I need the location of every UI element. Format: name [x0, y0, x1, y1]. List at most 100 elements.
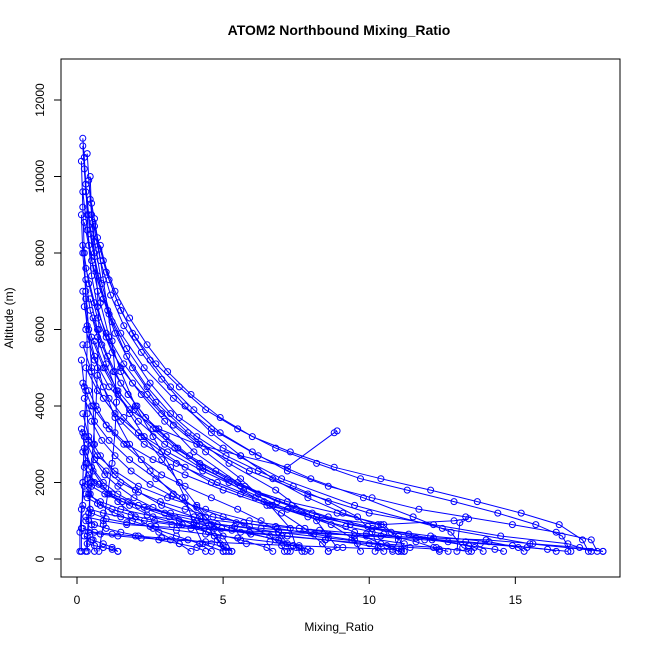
series-line [88, 531, 402, 552]
data-point [473, 498, 481, 506]
data-point [482, 536, 490, 544]
data-point [158, 456, 166, 464]
data-point [140, 517, 148, 525]
data-point [149, 425, 157, 433]
data-point [587, 536, 595, 544]
data-point [143, 341, 151, 349]
x-tick-label: 0 [74, 593, 81, 607]
data-point [365, 509, 373, 517]
data-point [146, 480, 154, 488]
data-point [593, 547, 601, 555]
data-point [156, 498, 164, 506]
data-point [79, 429, 87, 437]
data-point [114, 532, 122, 540]
y-axis-label: Altitude (m) [2, 287, 16, 348]
data-point [80, 482, 88, 490]
data-point [79, 501, 87, 509]
data-point [207, 494, 215, 502]
data-point [129, 379, 136, 387]
data-point [127, 511, 135, 519]
data-point [197, 515, 205, 523]
data-point [412, 538, 420, 546]
data-point [83, 150, 91, 158]
data-point [269, 547, 277, 555]
data-point [85, 471, 93, 479]
data-point [137, 534, 145, 542]
data-point [167, 410, 174, 418]
data-point [85, 433, 93, 441]
x-axis: 0 5 10 15 [74, 576, 522, 607]
data-point [181, 402, 189, 410]
data-point [140, 440, 148, 448]
y-tick-label: 8000 [33, 239, 47, 266]
data-point [272, 444, 280, 452]
data-point [117, 306, 125, 314]
data-point [298, 547, 306, 555]
data-point [88, 482, 96, 490]
data-point [333, 427, 341, 435]
data-point [104, 306, 112, 314]
data-point [149, 456, 157, 464]
data-point [175, 383, 183, 391]
data-point [555, 521, 563, 529]
data-point [113, 398, 120, 406]
data-point [164, 368, 172, 376]
data-point [86, 505, 94, 513]
data-point [168, 492, 176, 500]
data-point [278, 532, 286, 540]
data-point [354, 540, 361, 548]
data-point [120, 322, 128, 330]
data-point [77, 524, 85, 532]
data-point [558, 532, 566, 540]
series-profile [91, 215, 120, 555]
data-point [190, 406, 198, 414]
data-point [342, 523, 350, 530]
data-point [91, 249, 98, 257]
series-line [94, 226, 589, 552]
data-point [289, 542, 297, 550]
data-point [389, 545, 397, 553]
chart-title: ATOM2 Northbound Mixing_Ratio [228, 22, 451, 38]
data-point [88, 368, 96, 376]
data-point [155, 536, 163, 544]
data-point [409, 513, 417, 521]
data-point [181, 463, 189, 471]
data-point [479, 547, 487, 555]
data-point [126, 456, 134, 464]
data-point [365, 540, 373, 548]
data-point [91, 547, 98, 555]
data-point [202, 538, 210, 546]
series-line [90, 508, 449, 552]
data-point [167, 509, 174, 517]
series-line [85, 516, 604, 552]
data-point [130, 494, 138, 502]
data-point [82, 295, 90, 303]
data-point [124, 391, 132, 398]
data-point [89, 467, 97, 475]
data-point [79, 203, 87, 211]
data-point [237, 452, 245, 460]
data-point [165, 513, 173, 521]
data-point [83, 341, 91, 349]
data-point [237, 475, 245, 483]
data-point [216, 429, 224, 437]
data-point [80, 394, 88, 402]
data-point [80, 218, 88, 226]
data-point [272, 486, 280, 494]
data-point [77, 211, 85, 219]
data-point [362, 530, 370, 538]
data-point [412, 534, 420, 542]
series-line [86, 153, 379, 552]
data-point [120, 360, 128, 368]
data-point [123, 352, 131, 360]
data-point [324, 513, 332, 521]
data-point [456, 519, 464, 527]
y-axis: 0 2000 4000 6000 8000 10000 12000 [33, 83, 62, 562]
data-point [94, 287, 101, 295]
data-point [123, 521, 131, 529]
data-point [450, 498, 458, 506]
data-point [143, 391, 151, 398]
data-point [80, 444, 88, 452]
data-point [462, 513, 470, 521]
data-point [283, 467, 291, 475]
